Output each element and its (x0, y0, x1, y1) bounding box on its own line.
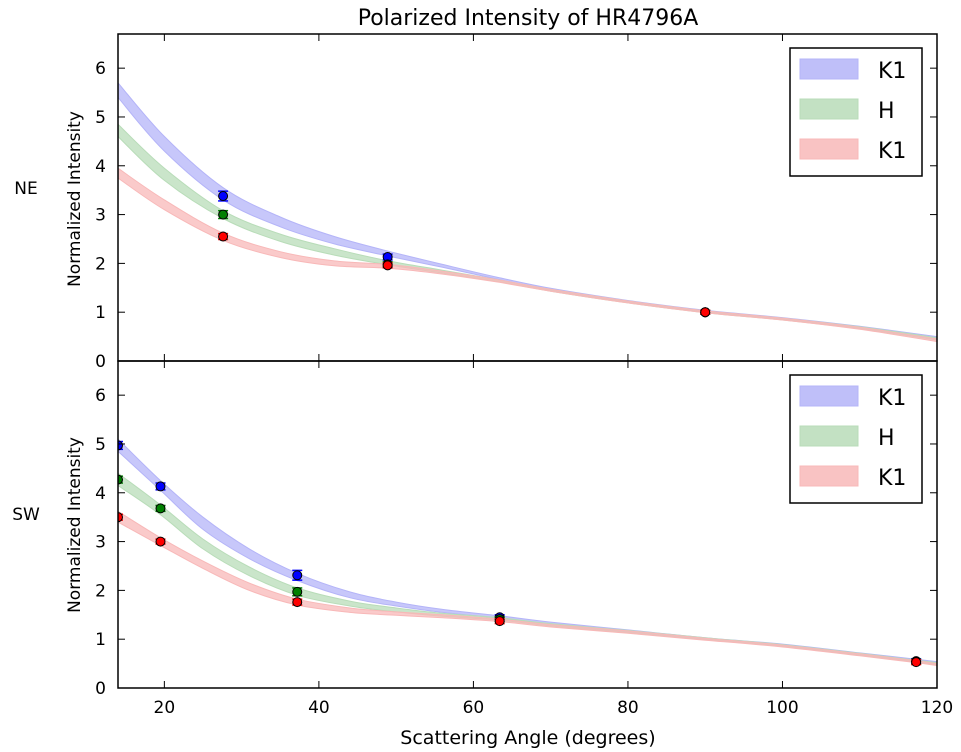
panel-ne: NE Normalized Intensity 0 1 2 3 4 5 6 K1 H K1 (14, 33, 938, 372)
data-point-2-0 (218, 231, 229, 242)
plot-frame (117, 360, 938, 689)
band-sw-k1-0 (118, 438, 937, 665)
data-point-1-1 (155, 503, 166, 514)
x-tick-label: 20 (154, 698, 176, 718)
data-point-2-0 (118, 512, 123, 523)
x-tick-label: 120 (921, 698, 953, 718)
legend-label-0: K1 (878, 386, 906, 411)
legend-label-1: H (878, 426, 895, 451)
y-tick-label: 1 (95, 303, 106, 323)
band-sw-h-1 (118, 472, 937, 666)
y-tick-label: 1 (95, 630, 106, 650)
chart-title: Polarized Intensity of HR4796A (358, 6, 699, 31)
legend-label-2: K1 (878, 466, 906, 491)
y-tick-label: 5 (95, 435, 106, 455)
legend-swatch-2 (799, 465, 859, 487)
plot-area (118, 438, 937, 668)
y-tick-label: 4 (95, 157, 106, 177)
data-point-1-0 (118, 474, 123, 485)
y-axis-label-ne: Normalized Intensity (65, 111, 85, 287)
x-tick-label: 60 (463, 698, 485, 718)
data-point-0-1 (155, 481, 166, 492)
x-tick-label: 80 (617, 698, 639, 718)
y-tick-label: 2 (95, 254, 106, 274)
y-tick-label: 3 (95, 533, 106, 553)
legend-swatch-1 (799, 98, 859, 120)
y-tick-label: 0 (95, 679, 106, 699)
y-tick-label: 4 (95, 484, 106, 504)
legend-swatch-1 (799, 425, 859, 447)
y-tick-label: 6 (95, 386, 106, 406)
legend-label-1: H (878, 99, 895, 124)
y-tick-label: 2 (95, 581, 106, 601)
data-point-0-0 (218, 191, 229, 202)
legend: K1 H K1 (789, 47, 923, 177)
data-point-1-0 (218, 209, 229, 220)
row-label-ne: NE (14, 179, 37, 199)
row-label-sw: SW (12, 505, 40, 525)
y-tick-label: 0 (95, 352, 106, 372)
y-tick-label: 5 (95, 108, 106, 128)
band-ne-k1-0 (118, 82, 937, 340)
data-point-0-2 (292, 570, 303, 581)
y-tick-label: 3 (95, 206, 106, 226)
band-sw-k1-2 (118, 510, 937, 667)
legend-label-0: K1 (878, 59, 906, 84)
y-axis-label-sw: Normalized Intensity (65, 437, 85, 613)
y-tick-label: 6 (95, 59, 106, 79)
data-point-2-3 (494, 616, 505, 627)
legend-swatch-0 (799, 385, 859, 407)
data-point-0-0 (118, 440, 123, 451)
data-point-2-4 (911, 657, 922, 668)
legend-label-2: K1 (878, 139, 906, 164)
band-ne-k1-2 (118, 167, 937, 343)
x-tick-label: 100 (766, 698, 798, 718)
x-axis-label: Scattering Angle (degrees) (400, 727, 655, 749)
data-point-1-2 (292, 586, 303, 597)
legend-swatch-2 (799, 138, 859, 160)
data-point-2-1 (382, 260, 393, 271)
data-point-2-2 (700, 307, 711, 318)
legend: K1 H K1 (789, 374, 923, 504)
x-tick-label: 40 (308, 698, 330, 718)
data-point-2-2 (292, 597, 303, 608)
panel-sw: SW Normalized Intensity Scattering Angle… (12, 360, 953, 749)
data-point-2-1 (155, 536, 166, 547)
legend-swatch-0 (799, 58, 859, 80)
